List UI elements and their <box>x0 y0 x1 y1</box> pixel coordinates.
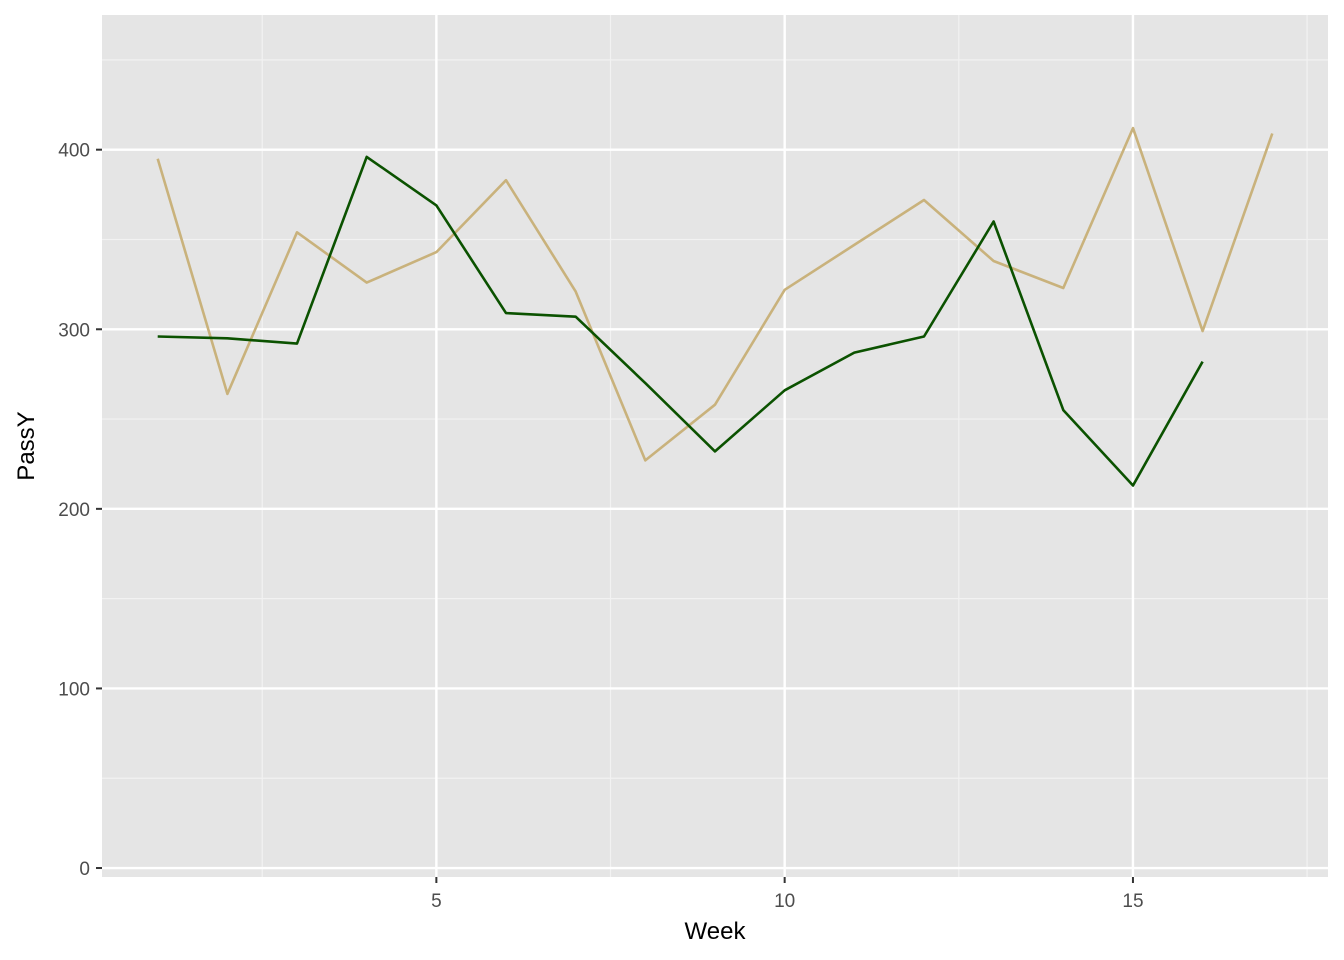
y-axis-title: PassY <box>13 411 40 480</box>
x-axis-title: Week <box>685 918 747 945</box>
series-lines <box>156 126 1274 487</box>
y-tick-label-2: 200 <box>58 500 90 521</box>
y-tick-label-0: 0 <box>79 859 90 880</box>
plot-panel <box>102 15 1328 877</box>
y-tick-label-1: 100 <box>58 679 90 700</box>
axis-ticks <box>96 148 1134 883</box>
x-tick-label-0: 5 <box>431 891 442 912</box>
y-tick-label-4: 400 <box>58 141 90 162</box>
x-tick-label-2: 15 <box>1122 891 1143 912</box>
y-tick-label-3: 300 <box>58 320 90 341</box>
series-line-0 <box>156 126 1274 462</box>
x-tick-label-1: 10 <box>774 891 795 912</box>
major-gridlines <box>102 15 1328 877</box>
minor-gridlines <box>102 15 1328 877</box>
series-line-1 <box>157 155 1204 487</box>
tick-labels: 5 10 15 0 100 200 300 400 <box>58 141 1143 912</box>
